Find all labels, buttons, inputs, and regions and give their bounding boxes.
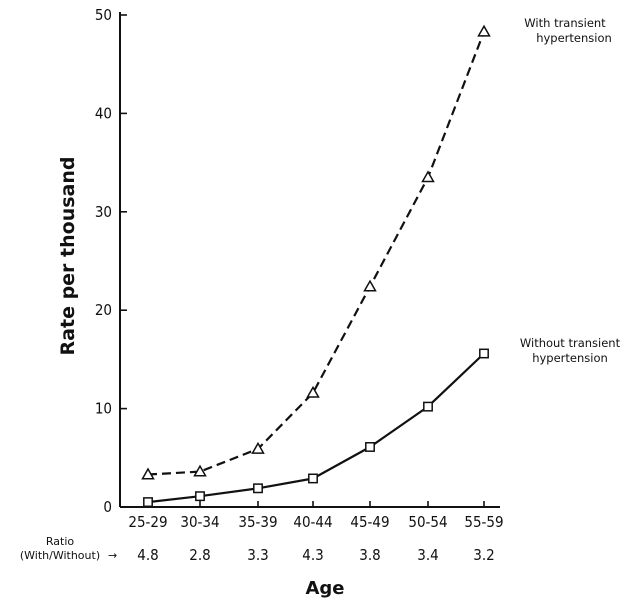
series-lines	[141, 24, 491, 508]
triangle-marker	[193, 464, 207, 477]
y-tick-label: 50	[95, 6, 112, 24]
y-tick-label: 10	[95, 400, 112, 418]
x-axis-title: Age	[305, 578, 344, 599]
ratio-value: 3.3	[247, 546, 268, 564]
series-label-line: hypertension	[532, 351, 608, 365]
y-tick-label: 30	[95, 203, 112, 221]
x-tick-label: 55-59	[464, 513, 503, 531]
ratio-value: 2.8	[189, 546, 210, 564]
ratio-value: 4.3	[302, 546, 323, 564]
chart-labels: Rate per thousand Age Ratio (With/Withou…	[20, 157, 345, 599]
square-marker	[365, 442, 375, 452]
series-line-with	[147, 31, 486, 476]
triangle-marker	[251, 441, 265, 454]
ratio-value: 3.8	[359, 546, 380, 564]
square-marker	[479, 348, 489, 359]
axes: 0 10 20 30 40 50 25-29 30-34 35-39 40-44 45-49 50-5…	[95, 6, 504, 531]
y-tick-label: 0	[103, 498, 112, 516]
triangle-marker	[141, 467, 155, 480]
ratio-label-line-1: Ratio	[46, 535, 75, 548]
square-marker	[143, 497, 153, 508]
triangle-marker	[306, 385, 320, 398]
y-axis-title: Rate per thousand	[57, 157, 79, 356]
series-label-line: With transient	[524, 16, 606, 30]
x-tick-label: 50-54	[408, 513, 447, 531]
x-tick-label: 25-29	[128, 513, 167, 531]
square-marker	[423, 401, 433, 412]
y-tick-label: 20	[95, 301, 112, 319]
x-tick-label: 30-34	[180, 513, 219, 531]
triangle-marker	[421, 170, 435, 183]
square-marker	[308, 473, 318, 484]
ratio-value: 3.2	[473, 546, 494, 564]
x-tick-label: 40-44	[293, 513, 332, 531]
triangle-marker	[477, 24, 491, 37]
series-label-line: Without transient	[520, 336, 621, 350]
y-tick-label: 40	[95, 104, 112, 122]
x-tick-label: 35-39	[238, 513, 277, 531]
triangle-marker	[363, 279, 377, 292]
ratio-value: 3.4	[417, 546, 438, 564]
ratio-arrow: →	[108, 549, 117, 562]
square-marker	[195, 491, 205, 502]
ratio-value: 4.8	[137, 546, 158, 564]
square-marker	[253, 483, 263, 494]
series-label-line: hypertension	[536, 31, 612, 45]
ratio-label-line-2: (With/Without)	[20, 549, 100, 562]
ratio-values: 4.8 2.8 3.3 4.3 3.8 3.4 3.2	[137, 546, 494, 564]
x-tick-label: 45-49	[350, 513, 389, 531]
